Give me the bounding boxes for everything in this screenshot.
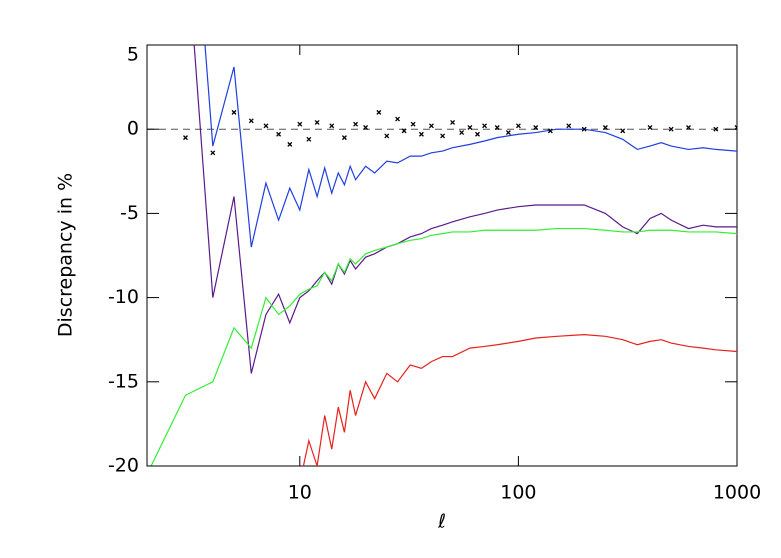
- scatter-point: [418, 131, 424, 137]
- plot-frame: [146, 44, 738, 467]
- scatter-point: [713, 126, 719, 132]
- scatter-point: [440, 133, 446, 139]
- scatter-point: [620, 128, 626, 134]
- series-line: [193, 45, 737, 374]
- scatter-point: [494, 125, 500, 130]
- scatter-point: [482, 123, 487, 129]
- x-axis-label: ℓ: [437, 511, 446, 533]
- scatter-point: [297, 121, 303, 127]
- scatter-point: [395, 116, 401, 122]
- scatter-point: [515, 123, 521, 129]
- scatter-point: [376, 109, 382, 115]
- scatter-point: [668, 126, 674, 132]
- scatter-point: [353, 121, 359, 127]
- y-tick-label: -5: [120, 202, 139, 224]
- scatter-point: [566, 123, 572, 129]
- series-line: [302, 334, 737, 466]
- scatter-point: [401, 128, 407, 134]
- y-tick-label: 0: [127, 118, 139, 140]
- scatter-point: [363, 125, 369, 130]
- scatter-point: [210, 150, 216, 156]
- scatter-point: [459, 130, 465, 136]
- x-tick-label: 100: [500, 482, 536, 504]
- scatter-point: [505, 130, 511, 136]
- scatter-point: [287, 141, 293, 147]
- scatter-point: [467, 125, 473, 130]
- scatter-point: [231, 109, 237, 115]
- y-tick-label: -10: [108, 286, 139, 308]
- series-line: [150, 227, 737, 466]
- scatter-point: [533, 125, 539, 130]
- scatter-point: [341, 135, 347, 141]
- scatter-point: [450, 120, 456, 125]
- scatter-point: [306, 136, 312, 142]
- scatter-point: [581, 126, 587, 132]
- scatter-point: [276, 131, 282, 137]
- y-axis-label: Discrepancy in %: [55, 173, 77, 337]
- scatter-point: [314, 120, 320, 125]
- y-tick-label: -20: [108, 455, 139, 477]
- y-tick-label: 5: [127, 44, 139, 66]
- scatter-point: [263, 123, 269, 129]
- scatter-point: [686, 125, 691, 130]
- scatter-point: [602, 125, 608, 130]
- scatter-point: [428, 123, 434, 129]
- plot-area: [147, 45, 737, 466]
- x-tick-label: 10: [288, 482, 312, 504]
- series-line: [204, 45, 737, 248]
- scatter-point: [410, 121, 416, 127]
- scatter-point: [647, 125, 653, 130]
- scatter-point: [183, 135, 188, 141]
- y-tick-label: -15: [108, 370, 139, 392]
- x-tick-label: 1000: [713, 482, 761, 504]
- scatter-point: [329, 123, 335, 129]
- scatter-point: [384, 133, 390, 139]
- scatter-point: [248, 118, 254, 124]
- scatter-point: [475, 131, 480, 137]
- scatter-point: [547, 128, 553, 134]
